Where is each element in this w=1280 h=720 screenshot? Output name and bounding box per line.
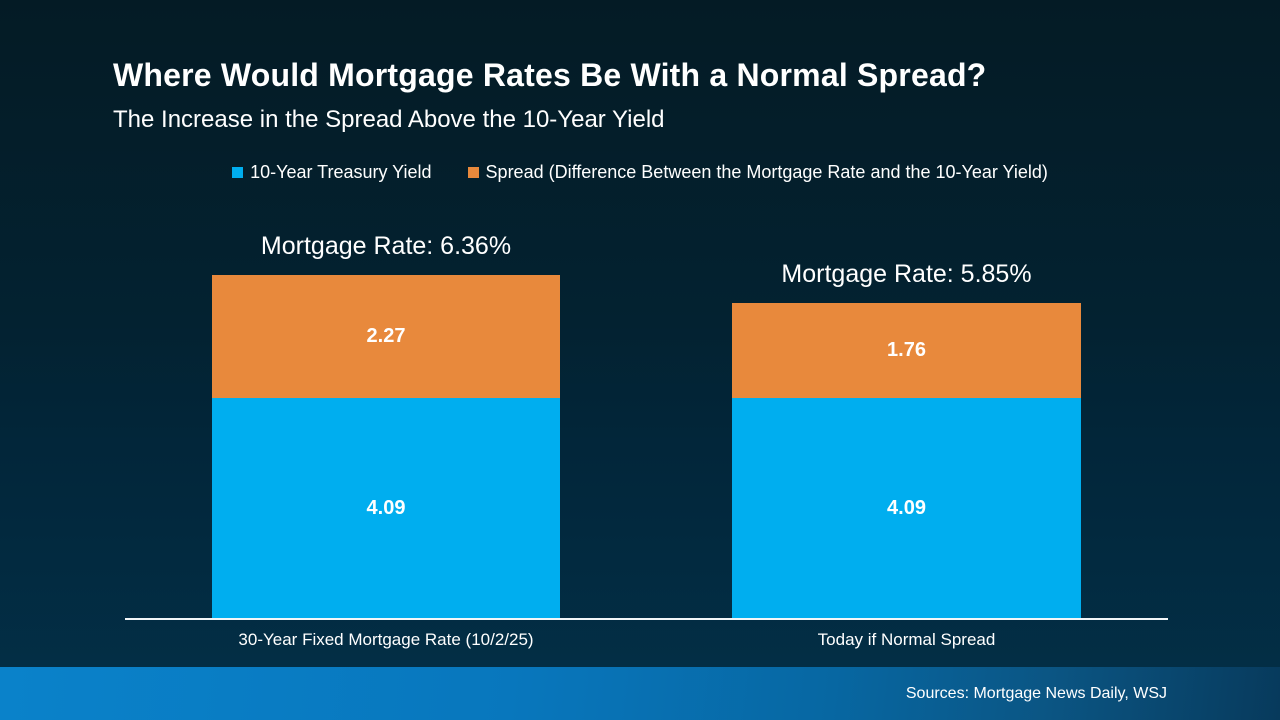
x-axis-line — [125, 618, 1168, 620]
legend-swatch-blue-icon — [232, 167, 244, 178]
legend: 10-Year Treasury Yield Spread (Differenc… — [0, 162, 1280, 183]
source-text: Sources: Mortgage News Daily, WSJ — [905, 684, 1167, 702]
bar-segment-spread-normal: 1.76 — [732, 303, 1081, 398]
x-axis-label-normal: Today if Normal Spread — [817, 630, 996, 649]
bar-group-normal-spread: Mortgage Rate: 5.85% 1.76 4.09 — [732, 260, 1081, 619]
bar-total-label-normal: Mortgage Rate: 5.85% — [781, 260, 1032, 288]
legend-item-treasury-yield: 10-Year Treasury Yield — [232, 162, 432, 183]
bar-value-label-spread-normal: 1.76 — [887, 339, 926, 361]
bar-group-current-rate: Mortgage Rate: 6.36% 2.27 4.09 — [212, 232, 560, 619]
bar-value-label-yield-normal: 4.09 — [887, 497, 926, 519]
x-axis-label-current: 30-Year Fixed Mortgage Rate (10/2/25) — [238, 630, 534, 649]
legend-swatch-orange-icon — [467, 167, 479, 178]
bar-total-label-current: Mortgage Rate: 6.36% — [260, 232, 512, 260]
bar-value-label-spread-current: 2.27 — [366, 325, 406, 347]
legend-item-spread: Spread (Difference Between the Mortgage … — [467, 162, 1048, 183]
bar-value-label-yield-current: 4.09 — [366, 497, 406, 519]
footer-bar: Sources: Mortgage News Daily, WSJ — [0, 667, 1280, 720]
chart-title: Where Would Mortgage Rates Be With a Nor… — [113, 57, 987, 93]
bar-segment-yield-normal: 4.09 — [732, 398, 1081, 619]
legend-label-spread: Spread (Difference Between the Mortgage … — [485, 162, 1048, 182]
legend-label-treasury-yield: 10-Year Treasury Yield — [250, 162, 432, 182]
bar-segment-yield-current: 4.09 — [212, 398, 560, 619]
chart-subtitle: The Increase in the Spread Above the 10-… — [113, 106, 665, 133]
bar-segment-spread-current: 2.27 — [212, 275, 560, 398]
